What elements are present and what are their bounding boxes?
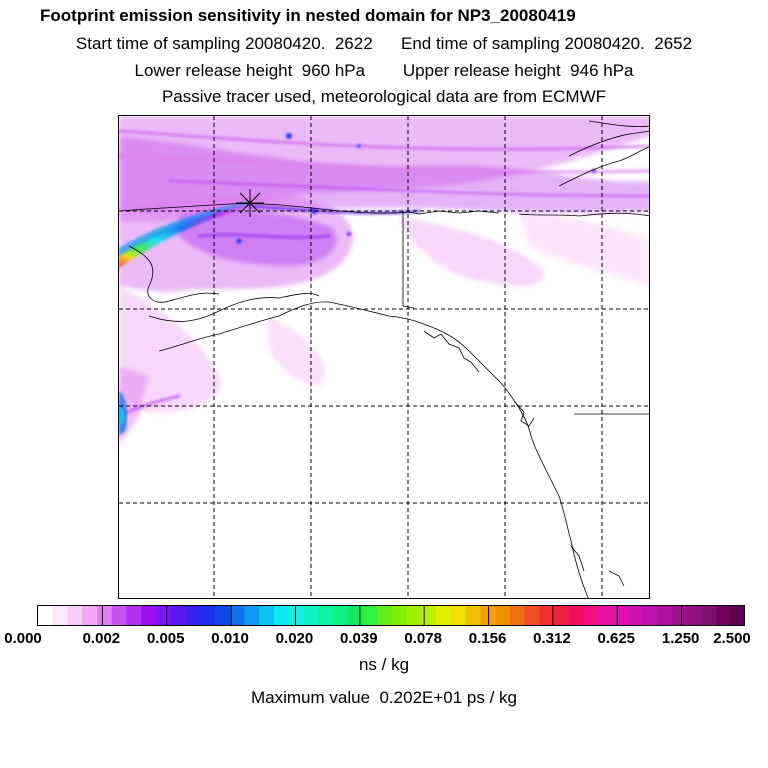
colorbar-swatch <box>170 606 187 625</box>
colorbar-swatch <box>642 606 659 625</box>
colorbar-swatch <box>406 606 423 625</box>
colorbar-tick-label: 0.020 <box>275 630 314 647</box>
colorbar-swatch <box>111 606 128 625</box>
colorbar-swatch <box>318 606 334 625</box>
colorbar-swatch <box>613 606 629 625</box>
release-heights: Lower release height 960 hPa Upper relea… <box>134 61 634 80</box>
colorbar-swatch <box>244 606 260 625</box>
colorbar-swatch <box>524 606 541 625</box>
colorbar-swatch <box>392 606 408 625</box>
colorbar-swatch <box>731 606 744 625</box>
colorbar-swatch <box>229 606 246 625</box>
colorbar-swatch <box>97 606 113 625</box>
high-sensitivity-plume <box>119 202 254 436</box>
colorbar-swatch <box>38 606 54 625</box>
colorbar-swatch <box>377 606 393 625</box>
colorbar-swatch <box>510 606 526 625</box>
colorbar-swatch <box>701 606 718 625</box>
colorbar-swatch <box>156 606 172 625</box>
colorbar-swatch <box>583 606 600 625</box>
colorbar-tick-label: 0.078 <box>404 630 442 647</box>
colorbar-swatch <box>200 606 216 625</box>
sampling-times: Start time of sampling 20080420. 2622 En… <box>75 34 693 53</box>
colorbar-swatch <box>215 606 231 625</box>
sensitivity-field <box>119 116 649 446</box>
colorbar-tick-label: 0.002 <box>82 630 121 647</box>
graticule <box>119 116 649 598</box>
colorbar-swatch <box>436 606 452 625</box>
colorbar-tick-label: 0.005 <box>146 630 185 647</box>
colorbar-tick-label: 0.010 <box>211 630 249 647</box>
colorbar <box>37 605 745 626</box>
tracer-info: Passive tracer used, meteorological data… <box>161 87 607 106</box>
colorbar-swatch <box>554 606 570 625</box>
colorbar-swatch <box>672 606 688 625</box>
colorbar-tick-label: 0.312 <box>533 630 571 647</box>
colorbar-swatch <box>598 606 614 625</box>
colorbar-swatch <box>687 606 703 625</box>
colorbar-swatch <box>716 606 732 625</box>
colorbar-swatch <box>465 606 482 625</box>
colorbar-swatches <box>38 606 744 625</box>
colorbar-swatch <box>657 606 673 625</box>
colorbar-unit: ns / kg <box>358 655 410 674</box>
colorbar-swatch <box>185 606 201 625</box>
colorbar-swatch <box>126 606 142 625</box>
colorbar-swatch <box>628 606 644 625</box>
colorbar-swatch <box>421 606 437 625</box>
colorbar-tick-label: 0.039 <box>340 630 378 647</box>
colorbar-tick-label: 0.000 <box>4 630 42 647</box>
colorbar-swatch <box>569 606 585 625</box>
colorbar-swatch <box>259 606 275 625</box>
colorbar-tick-label: 2.500 <box>713 630 751 647</box>
colorbar-swatch <box>362 606 378 625</box>
colorbar-tick-label: 0.156 <box>468 630 507 647</box>
footprint-map <box>118 115 650 599</box>
colorbar-swatch <box>141 606 157 625</box>
colorbar-swatch <box>347 606 364 625</box>
colorbar-swatch <box>539 606 555 625</box>
colorbar-tick-label: 1.250 <box>661 630 700 647</box>
colorbar-swatch <box>451 606 467 625</box>
colorbar-swatch <box>303 606 319 625</box>
release-point-star-icon <box>236 189 264 217</box>
political-borders <box>402 211 649 415</box>
plot-title: Footprint emission sensitivity in nested… <box>40 6 576 25</box>
colorbar-swatch <box>82 606 98 625</box>
colorbar-swatch <box>52 606 69 625</box>
colorbar-tick-label: 0.625 <box>597 630 636 647</box>
maximum-value: Maximum value 0.202E+01 ps / kg <box>251 688 517 707</box>
colorbar-swatch <box>274 606 290 625</box>
coastlines <box>119 120 649 598</box>
colorbar-swatch <box>288 606 305 625</box>
colorbar-swatch <box>495 606 511 625</box>
map-canvas <box>119 116 649 598</box>
colorbar-swatch <box>67 606 83 625</box>
colorbar-swatch <box>333 606 349 625</box>
